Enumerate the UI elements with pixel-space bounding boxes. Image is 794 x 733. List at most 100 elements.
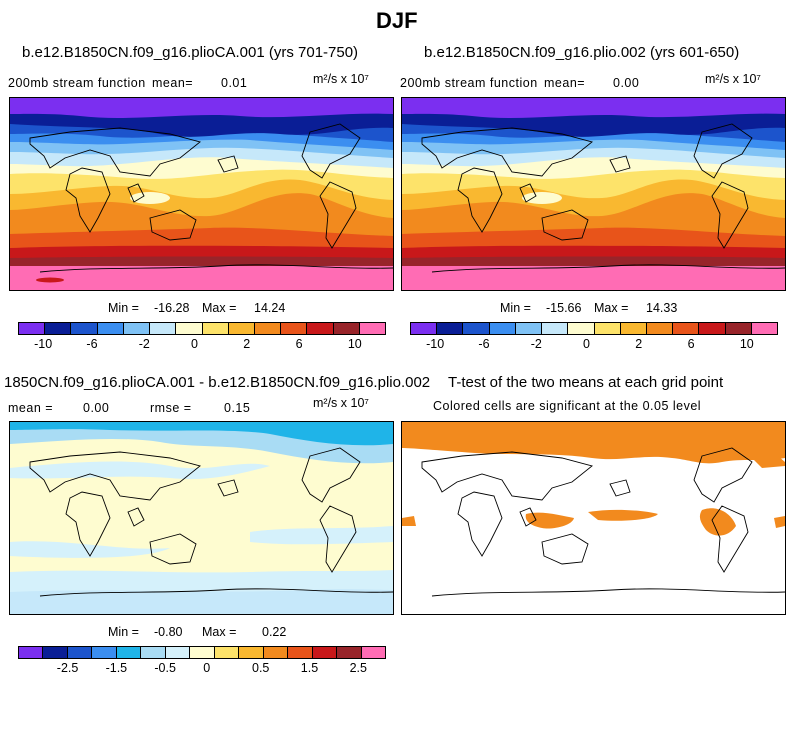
colorbar-swatch: [45, 323, 72, 334]
panel-1-mean-value: 0.01: [221, 76, 248, 90]
panel-2-mean-value: 0.00: [613, 76, 640, 90]
colorbar-swatch: [165, 647, 191, 658]
panel-2-max-value: 14.33: [646, 301, 678, 315]
colorbar-tick-label: 2: [243, 337, 251, 351]
panel-1-mean-label: mean=: [152, 76, 194, 90]
colorbar-swatch: [150, 323, 177, 334]
colorbar-swatch: [141, 647, 166, 658]
colorbar-tick-label: -2: [138, 337, 150, 351]
panel-3-map: [9, 421, 394, 615]
colorbar-tick-label: 0: [191, 337, 198, 351]
panel-1-min-label: Min =: [108, 301, 139, 315]
colorbar-tick-label: -10: [426, 337, 445, 351]
panel-2-units: m²/s x 10⁷: [705, 72, 761, 86]
colorbar-tick-label: 0: [583, 337, 590, 351]
colorbar-swatch: [568, 323, 595, 334]
colorbar-swatch: [281, 323, 308, 334]
panel-3-max-value: 0.22: [262, 625, 287, 639]
panel-1-field-label: 200mb stream function: [8, 76, 146, 90]
colorbar-swatch: [620, 323, 647, 334]
panel-1-max-label: Max =: [202, 301, 237, 315]
colorbar-swatch: [92, 647, 117, 658]
panel-3-mean-value: 0.00: [83, 401, 110, 415]
colorbar-tick-label: 0.5: [252, 661, 270, 675]
colorbar-swatch: [263, 647, 289, 658]
colorbar-swatch: [594, 323, 621, 334]
colorbar-swatch: [646, 323, 674, 334]
panel-1-title: b.e12.B1850CN.f09_g16.plioCA.001 (yrs 70…: [22, 44, 359, 61]
panel-2-field-label: 200mb stream function: [400, 76, 538, 90]
colorbar-swatch: [239, 647, 264, 658]
colorbar-swatch: [97, 323, 124, 334]
colorbar-swatch: [673, 323, 700, 334]
panel-1-units: m²/s x 10⁷: [313, 72, 369, 86]
colorbar-swatch: [288, 647, 313, 658]
panel-1-map: [9, 97, 394, 291]
panel-4-subtitle: Colored cells are significant at the 0.0…: [433, 399, 702, 413]
colorbar-tick-label: -0.5: [154, 661, 176, 675]
colorbar-tick-label: -6: [86, 337, 98, 351]
colorbar-swatch: [116, 647, 142, 658]
colorbar-tick-label: 6: [295, 337, 303, 351]
significance-map: [402, 422, 785, 614]
colorbar-swatch: [312, 647, 338, 658]
panel-2-mean-label: mean=: [544, 76, 586, 90]
panel-3-max-label: Max =: [202, 625, 237, 639]
stream-function-map-2: [402, 98, 785, 290]
colorbar-swatch: [361, 647, 386, 658]
colorbar-swatch: [699, 323, 726, 334]
colorbar-swatch: [463, 323, 490, 334]
colorbar-tick-label: -6: [478, 337, 490, 351]
colorbar-swatch: [202, 323, 229, 334]
colorbar-swatch: [359, 323, 386, 334]
colorbar-tick-label: 10: [739, 337, 754, 351]
colorbar-swatch: [725, 323, 752, 334]
colorbar-swatch: [542, 323, 569, 334]
panel-3-units: m²/s x 10⁷: [313, 396, 369, 410]
panel-3-mean-label: mean =: [8, 401, 54, 415]
panel-2-min-value: -15.66: [546, 301, 582, 315]
panel-1-min-value: -16.28: [154, 301, 190, 315]
colorbar-swatch: [307, 323, 334, 334]
colorbar-swatch: [254, 323, 282, 334]
colorbar-tick-label: 1.5: [300, 661, 319, 675]
colorbar-tick-label: 0: [203, 661, 211, 675]
colorbar-swatch: [19, 323, 46, 334]
colorbar-swatch: [333, 323, 360, 334]
colorbar-swatch: [437, 323, 464, 334]
colorbar-tick-label: 2.5: [349, 661, 367, 675]
colorbar-swatch: [176, 323, 203, 334]
colorbar-swatch: [123, 323, 151, 334]
panel-3-colorbar: [18, 646, 386, 659]
colorbar-swatch: [214, 647, 240, 658]
panel-1-max-value: 14.24: [254, 301, 286, 315]
colorbar-swatch: [190, 647, 215, 658]
panel-2-title: b.e12.B1850CN.f09_g16.plio.002 (yrs 601-…: [424, 44, 740, 61]
colorbar-swatch: [751, 323, 778, 334]
colorbar-tick-label: 2: [635, 337, 643, 351]
colorbar-swatch: [489, 323, 516, 334]
colorbar-swatch: [515, 323, 543, 334]
colorbar-swatch: [71, 323, 98, 334]
colorbar-swatch: [337, 647, 362, 658]
panel-3-rmse-value: 0.15: [224, 401, 251, 415]
colorbar-swatch: [67, 647, 93, 658]
colorbar-tick-label: -2.5: [56, 661, 79, 675]
panel-2-max-label: Max =: [594, 301, 629, 315]
panel-2-colorbar: [410, 322, 778, 335]
panel-1-colorbar: [18, 322, 386, 335]
colorbar-tick-label: -10: [34, 337, 53, 351]
panel-4-title: T-test of the two means at each grid poi…: [448, 374, 724, 391]
figure-title: DJF: [376, 8, 418, 33]
panel-2-min-label: Min =: [500, 301, 531, 315]
colorbar-swatch: [411, 323, 438, 334]
colorbar-tick-label: -1.5: [105, 661, 128, 675]
colorbar-tick-label: -2: [530, 337, 542, 351]
panel-3-rmse-label: rmse =: [150, 401, 192, 415]
difference-map: [10, 422, 393, 614]
panel-3-title: 1850CN.f09_g16.plioCA.001 - b.e12.B1850C…: [4, 374, 431, 391]
colorbar-tick-label: 10: [347, 337, 362, 351]
panel-2-map: [401, 97, 786, 291]
panel-3-min-label: Min =: [108, 625, 139, 639]
colorbar-swatch: [43, 647, 68, 658]
